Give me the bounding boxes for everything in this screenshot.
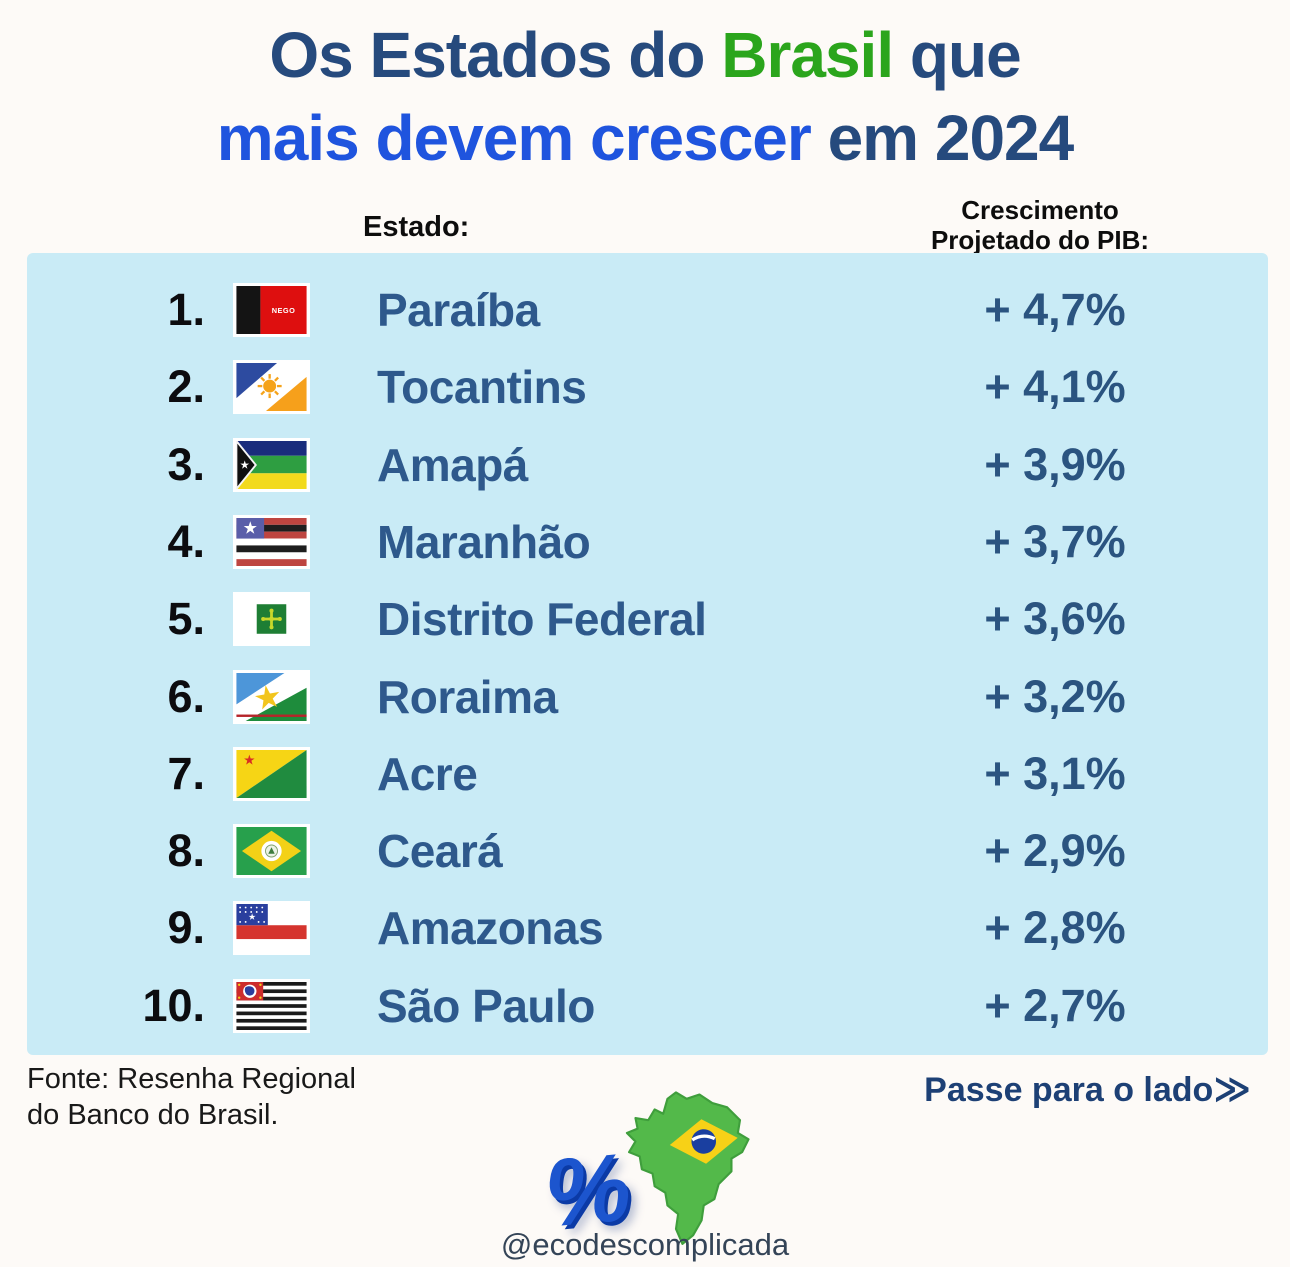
column-header-growth-line1: Crescimento — [961, 195, 1119, 225]
state-name: Amazonas — [377, 901, 604, 954]
growth-value: + 4,1% — [984, 360, 1126, 412]
title-segment-highlight: mais devem crescer — [216, 102, 812, 174]
state-name: Acre — [377, 747, 478, 800]
acre-flag-icon — [233, 746, 310, 801]
table-row: 4. Maranhão + 3,7% — [27, 503, 1268, 580]
rank-number: 7. — [167, 747, 205, 799]
state-name: Roraima — [377, 670, 558, 723]
growth-value: + 2,8% — [984, 901, 1126, 953]
title-segment-brasil: Brasil — [721, 19, 894, 91]
rank-number: 3. — [167, 438, 205, 490]
source-line1: Fonte: Resenha Regional — [27, 1063, 356, 1095]
swipe-cta-label: Passe para o lado — [924, 1071, 1214, 1109]
rank-number: 5. — [167, 592, 205, 644]
state-name: Paraíba — [377, 283, 540, 336]
growth-value: + 3,2% — [984, 670, 1126, 722]
rank-number: 9. — [167, 901, 205, 953]
rank-number: 6. — [167, 670, 205, 722]
table-row: 10. São Paulo + 2,7% — [27, 967, 1268, 1044]
roraima-flag-icon — [233, 669, 310, 724]
table-row: 8. Ceará + 2,9% — [27, 812, 1268, 889]
growth-value: + 3,9% — [984, 438, 1126, 490]
brazil-map-icon — [612, 1086, 772, 1246]
state-name: Distrito Federal — [377, 592, 707, 645]
table-row: 7. Acre + 3,1% — [27, 735, 1268, 812]
rank-number: 1. — [167, 283, 205, 335]
double-chevron-icon: ≫ — [1213, 1069, 1251, 1110]
swipe-cta[interactable]: Passe para o lado≫ — [924, 1069, 1251, 1110]
column-header-state: Estado: — [363, 211, 470, 243]
title-segment: Os Estados do — [269, 19, 722, 91]
growth-value: + 2,7% — [984, 979, 1126, 1031]
social-handle[interactable]: @ecodescomplicada — [500, 1227, 790, 1262]
growth-value: + 3,1% — [984, 747, 1126, 799]
table-row: 6. Roraima + 3,2% — [27, 658, 1268, 735]
growth-value: + 3,7% — [984, 515, 1126, 567]
growth-value: + 2,9% — [984, 824, 1126, 876]
title-segment: que — [893, 19, 1022, 91]
state-name: Maranhão — [377, 515, 591, 568]
column-header-growth: Crescimento Projetado do PIB: — [915, 195, 1165, 255]
rank-number: 4. — [167, 515, 205, 567]
state-name: Ceará — [377, 824, 503, 877]
page-title: Os Estados do Brasil que mais devem cres… — [0, 14, 1290, 180]
state-name: São Paulo — [377, 979, 595, 1032]
source-note: Fonte: Resenha Regional do Banco do Bras… — [27, 1061, 356, 1133]
source-line2: do Banco do Brasil. — [27, 1099, 279, 1131]
rank-number: 2. — [167, 360, 205, 412]
title-segment: em 2024 — [810, 102, 1075, 174]
growth-value: + 3,6% — [984, 592, 1126, 644]
title-line2: mais devem crescer em 2024 — [0, 97, 1290, 180]
maranhao-flag-icon — [233, 514, 310, 569]
state-name: Amapá — [377, 438, 528, 491]
table-row: 3. Amapá + 3,9% — [27, 426, 1268, 503]
ceara-flag-icon — [233, 823, 310, 878]
ranking-table: 1. NEGO Paraíba + 4,7% 2. — [27, 253, 1268, 1055]
growth-value: + 4,7% — [984, 283, 1126, 335]
title-line1: Os Estados do Brasil que — [0, 14, 1290, 97]
rank-number: 8. — [167, 824, 205, 876]
table-row: 9. Amazonas + 2,8% — [27, 889, 1268, 966]
rank-number: 10. — [142, 979, 205, 1031]
column-header-growth-line2: Projetado do PIB: — [930, 225, 1150, 255]
table-row: 1. NEGO Paraíba + 4,7% — [27, 271, 1268, 348]
tocantins-flag-icon — [233, 359, 310, 414]
sao-paulo-flag-icon — [233, 978, 310, 1033]
paraiba-flag-icon: NEGO — [233, 282, 310, 337]
distrito-federal-flag-icon — [233, 591, 310, 646]
amapa-flag-icon — [233, 437, 310, 492]
table-row: 5. Distrito Federal + 3,6% — [27, 580, 1268, 657]
table-row: 2. Tocantins + 4,1% — [27, 348, 1268, 425]
svg-text:NEGO: NEGO — [272, 305, 296, 314]
state-name: Tocantins — [377, 360, 587, 413]
amazonas-flag-icon — [233, 900, 310, 955]
